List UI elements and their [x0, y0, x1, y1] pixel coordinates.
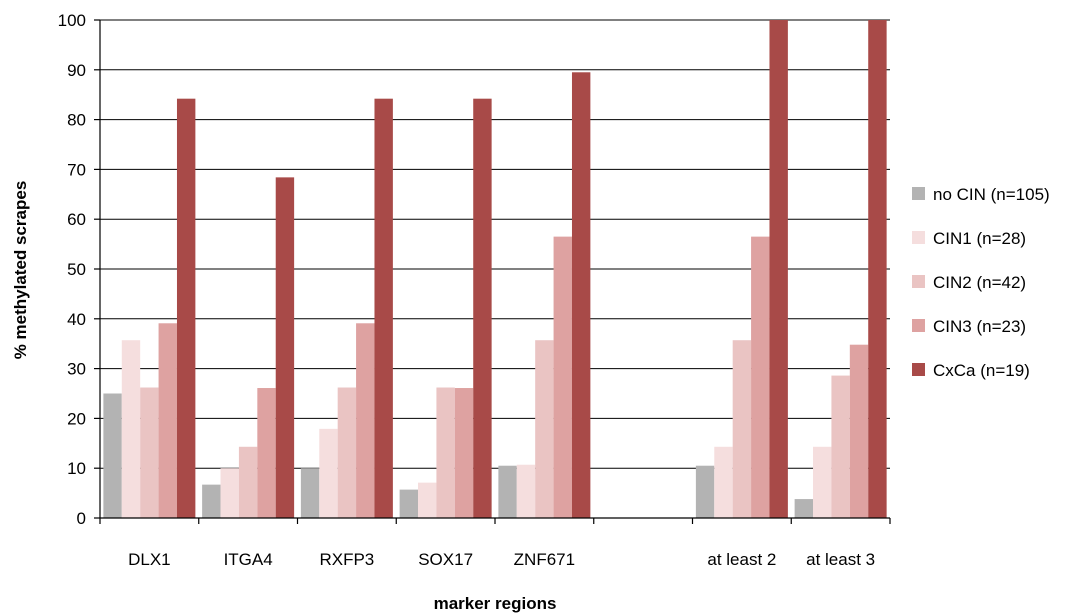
bar-at-least-3-4: [868, 20, 887, 518]
x-axis-title: marker regions: [434, 594, 557, 613]
bar-znf671-3: [553, 236, 572, 518]
x-axis-categories: DLX1 ITGA4 RXFP3 SOX17 ZNF671 at least 2 at le…: [128, 550, 875, 569]
legend: no CIN (n=105) CIN1 (n=28) CIN2 (n=42) CIN3…: [912, 185, 1050, 380]
y-tick-label-60: 60: [67, 210, 86, 229]
y-axis-ticks: 0 10 20 30 40 50 60 70 80 90 100: [58, 11, 100, 528]
x-category-at-least-3: at least 3: [806, 550, 875, 569]
bar-sox17-2: [436, 387, 455, 518]
y-tick-label-90: 90: [67, 61, 86, 80]
legend-swatch-3: [912, 319, 925, 332]
bar-rxfp3-0: [300, 468, 320, 518]
y-tick-label-40: 40: [67, 310, 86, 329]
bar-at-least-3-2: [831, 375, 850, 518]
x-category-sox17: SOX17: [418, 550, 473, 569]
y-tick-label-50: 50: [67, 260, 86, 279]
y-tick-label-100: 100: [58, 11, 86, 30]
legend-swatch-2: [912, 275, 925, 288]
bar-dlx1-4: [176, 98, 196, 519]
bar-dlx1-0: [103, 393, 122, 518]
bar-rxfp3-4: [374, 98, 393, 519]
x-category-itga4: ITGA4: [224, 550, 273, 569]
bar-sox17-1: [418, 482, 437, 518]
y-tick-label-30: 30: [67, 360, 86, 379]
bar-rxfp3-1: [319, 428, 338, 518]
bar-dlx1-3: [158, 323, 177, 518]
bar-at-least-2-3: [751, 236, 770, 518]
x-category-znf671: ZNF671: [514, 550, 575, 569]
y-tick-label-10: 10: [67, 459, 86, 478]
y-tick-label-80: 80: [67, 111, 86, 130]
legend-swatch-0: [912, 187, 925, 200]
gridlines: [100, 19, 890, 469]
bar-sox17-4: [473, 98, 492, 519]
bar-rxfp3-3: [356, 323, 375, 518]
bar-itga4-3: [257, 388, 276, 518]
bar-znf671-2: [535, 340, 554, 518]
bar-itga4-4: [275, 177, 295, 519]
bar-znf671-1: [516, 464, 536, 518]
y-axis-title: % methylated scrapes: [11, 181, 30, 360]
bars: [103, 20, 887, 519]
x-category-at-least-2: at least 2: [707, 550, 776, 569]
bar-at-least-3-1: [813, 446, 832, 518]
legend-swatch-4: [912, 363, 925, 376]
bar-itga4-1: [220, 468, 239, 518]
y-tick-label-70: 70: [67, 160, 86, 179]
x-category-dlx1: DLX1: [128, 550, 171, 569]
bar-dlx1-1: [121, 340, 141, 518]
bar-dlx1-2: [140, 387, 159, 518]
bar-at-least-3-3: [849, 344, 869, 518]
bar-sox17-0: [399, 489, 419, 518]
legend-label-4: CxCa (n=19): [933, 361, 1030, 380]
x-category-rxfp3: RXFP3: [319, 550, 374, 569]
bar-at-least-3-0: [794, 499, 814, 518]
bar-at-least-2-1: [714, 446, 733, 518]
axes: [99, 20, 891, 524]
y-tick-label-20: 20: [67, 409, 86, 428]
legend-label-0: no CIN (n=105): [933, 185, 1050, 204]
legend-label-1: CIN1 (n=28): [933, 229, 1026, 248]
bar-itga4-2: [238, 446, 258, 518]
bar-rxfp3-2: [337, 387, 357, 518]
legend-label-2: CIN2 (n=42): [933, 273, 1026, 292]
legend-label-3: CIN3 (n=23): [933, 317, 1026, 336]
bar-sox17-3: [454, 388, 474, 518]
bar-itga4-0: [202, 484, 221, 518]
bar-znf671-0: [498, 465, 517, 518]
legend-swatch-1: [912, 231, 925, 244]
bar-znf671-4: [571, 72, 591, 518]
bar-at-least-2-4: [769, 20, 788, 518]
bar-at-least-2-0: [695, 465, 715, 518]
bar-at-least-2-2: [732, 340, 752, 518]
y-tick-label-0: 0: [77, 509, 86, 528]
